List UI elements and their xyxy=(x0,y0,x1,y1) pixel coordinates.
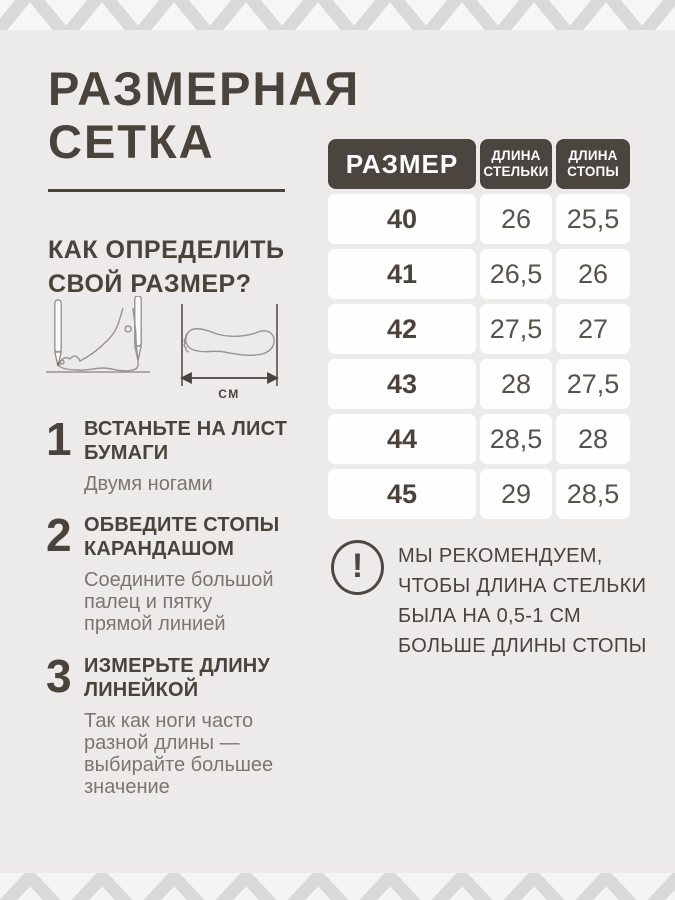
step-description: Соедините большой палец и пятку прямой л… xyxy=(84,569,274,635)
step-description: Двумя ногами xyxy=(84,473,213,495)
foot-outline-measure-illustration: СМ xyxy=(179,304,280,401)
col-header-insole: ДЛИНА СТЕЛЬКИ xyxy=(480,139,552,189)
table-cell-insole: 28 xyxy=(480,359,552,409)
table-cell-size: 45 xyxy=(328,469,476,519)
table-cell-insole: 26 xyxy=(480,194,552,244)
chevron-pattern-icon xyxy=(0,873,675,900)
table-cell-foot: 27 xyxy=(556,304,630,354)
table-cell-foot: 27,5 xyxy=(556,359,630,409)
table-cell-insole: 26,5 xyxy=(480,249,552,299)
step-number: 2 xyxy=(46,509,72,561)
table-cell-size: 41 xyxy=(328,249,476,299)
table-cell-size: 42 xyxy=(328,304,476,354)
col-header-foot: ДЛИНА СТОПЫ xyxy=(556,139,630,189)
top-chevron-band xyxy=(0,0,675,30)
foot-profile-drawing xyxy=(58,307,139,372)
table-cell-size: 43 xyxy=(328,359,476,409)
pencil-icon xyxy=(53,299,63,367)
cm-arrow xyxy=(179,372,280,384)
foot-side-measure-illustration xyxy=(46,296,150,373)
foot-measurement-illustrations: СМ xyxy=(46,296,280,401)
table-cell-size: 40 xyxy=(328,194,476,244)
step-1: 1 ВСТАНЬТЕ НА ЛИСТ БУМАГИ Двумя ногами xyxy=(46,413,294,495)
page-title: РАЗМЕРНАЯ СЕТКА xyxy=(48,62,361,168)
step-number: 3 xyxy=(46,650,72,702)
recommendation-note: МЫ РЕКОМЕНДУЕМ, ЧТОБЫ ДЛИНА СТЕЛЬКИ БЫЛА… xyxy=(398,545,647,657)
table-cell-insole: 28,5 xyxy=(480,414,552,464)
step-3: 3 ИЗМЕРЬТЕ ДЛИНУ ЛИНЕЙКОЙ Так как ноги ч… xyxy=(46,650,294,798)
page-subtitle: КАК ОПРЕДЕЛИТЬ СВОЙ РАЗМЕР? xyxy=(48,236,285,298)
size-table: РАЗМЕР ДЛИНА СТЕЛЬКИ ДЛИНА СТОПЫ 40 26 2… xyxy=(328,139,630,519)
cm-label: СМ xyxy=(218,387,240,401)
table-cell-insole: 27,5 xyxy=(480,304,552,354)
step-number: 1 xyxy=(46,413,72,465)
table-cell-insole: 29 xyxy=(480,469,552,519)
step-title: ВСТАНЬТЕ НА ЛИСТ БУМАГИ xyxy=(84,418,288,464)
table-cell-foot: 28 xyxy=(556,414,630,464)
step-2: 2 ОБВЕДИТЕ СТОПЫ КАРАНДАШОМ Соедините бо… xyxy=(46,509,294,635)
col-header-size: РАЗМЕР xyxy=(328,139,476,189)
table-cell-size: 44 xyxy=(328,414,476,464)
alert-icon: ! xyxy=(331,540,384,595)
table-cell-foot: 26 xyxy=(556,249,630,299)
bottom-chevron-band xyxy=(0,873,675,900)
foot-outline-drawing xyxy=(183,328,275,356)
table-cell-foot: 28,5 xyxy=(556,469,630,519)
table-cell-foot: 25,5 xyxy=(556,194,630,244)
chevron-pattern-icon xyxy=(0,0,675,30)
title-underline xyxy=(48,189,285,192)
step-title: ИЗМЕРЬТЕ ДЛИНУ ЛИНЕЙКОЙ xyxy=(84,655,271,701)
step-title: ОБВЕДИТЕ СТОПЫ КАРАНДАШОМ xyxy=(84,514,280,560)
step-description: Так как ноги часто разной длины — выбира… xyxy=(84,710,274,798)
